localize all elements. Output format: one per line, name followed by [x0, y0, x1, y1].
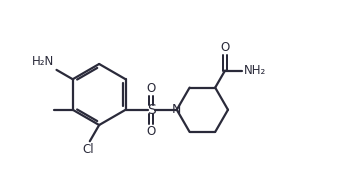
- Text: N: N: [172, 103, 181, 116]
- Text: O: O: [220, 41, 230, 54]
- Text: NH₂: NH₂: [244, 64, 266, 77]
- Text: S: S: [147, 103, 156, 117]
- Text: H₂N: H₂N: [32, 55, 55, 68]
- Text: Cl: Cl: [82, 143, 94, 156]
- Text: O: O: [147, 125, 156, 138]
- Text: O: O: [147, 81, 156, 94]
